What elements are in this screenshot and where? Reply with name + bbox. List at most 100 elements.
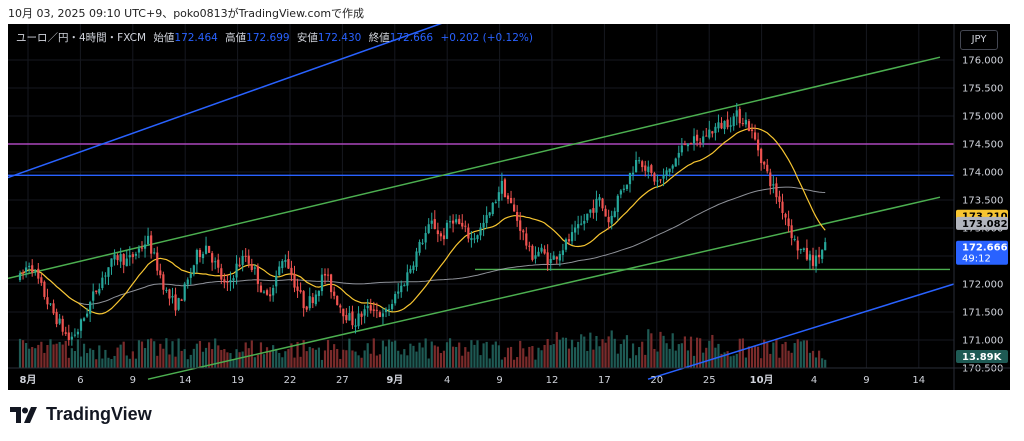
candle-body [781,201,784,213]
candle-body [46,297,49,305]
candle-body [235,263,238,278]
candle-body [296,286,299,291]
volume-bar [561,337,564,368]
candle-body [500,180,503,194]
volume-bar [323,350,327,368]
candle-body [378,312,381,318]
volume-bar [641,341,644,368]
volume-bar [314,349,317,368]
volume-bar [686,350,690,368]
volume-bar [494,341,497,368]
volume-bar [677,344,680,368]
symbol-name: ユーロ／円・4時間・FXCM [16,32,147,44]
volume-bar [67,357,70,368]
candle-body [137,248,141,253]
candle-body [409,268,412,273]
candle-body [125,258,128,267]
candle-body [531,245,534,260]
candle-body [262,291,266,293]
candle-body [195,249,198,265]
candle-body [275,275,278,287]
candle-body [778,196,781,202]
volume-bar [601,339,604,368]
chart-frame[interactable]: 176.000 175.500 175.000 174.500 174.000 173.5… [8,24,1010,390]
high-value: 172.699 [246,32,290,44]
candle-body [772,184,775,186]
price-tag [956,240,1008,265]
candle-body [805,247,808,260]
volume-bar [525,356,528,368]
candle-body [824,242,827,251]
candle-body [284,260,287,262]
symbol-legend: ユーロ／円・4時間・FXCM 始値172.464 高値172.699 安値172… [16,30,533,45]
volume-bar [668,348,671,368]
volume-bar [28,348,31,368]
candle-body [119,254,122,262]
volume-tag [956,350,1008,363]
volume-bar [470,340,473,368]
volume-bar [531,346,534,368]
candle-body [339,305,342,308]
volume-bar [574,347,577,368]
volume-bar [473,344,476,368]
candle-body [162,274,165,290]
volume-bar [528,346,531,368]
candle-body [290,267,293,276]
candle-body [583,220,586,224]
candle-body [708,129,711,138]
volume-bar [757,346,760,368]
volume-bar [421,347,424,368]
volume-bar [342,349,345,368]
volume-bar [452,346,455,368]
high-label: 高値 [225,32,247,44]
candle-body [67,332,70,341]
volume-bar [220,349,223,368]
currency-button[interactable]: JPY [960,30,998,50]
volume-bar [442,350,446,368]
volume-bar [439,352,442,368]
volume-bar [824,359,827,368]
candle-body [503,179,507,198]
volume-bar [808,352,812,368]
candle-body [686,143,690,147]
candle-body [198,249,202,258]
candle-body [790,225,793,239]
y-tick-label: 176.000 [962,56,1003,67]
candle-body [171,296,174,298]
volume-bar [366,343,369,368]
volume-bar [189,354,192,368]
volume-bar [406,355,409,368]
y-tick-label: 175.500 [962,84,1003,95]
volume-bar [732,355,735,368]
candle-body [229,280,232,283]
candle-body [204,245,208,254]
volume-bar [674,350,677,368]
volume-bar [336,349,339,368]
volume-bar [564,337,568,368]
candle-body [43,281,46,297]
candle-body [391,304,394,310]
volume-bar [320,359,324,368]
volume-bar [269,350,272,368]
slow-moving-average [19,186,826,306]
candle-body [143,244,147,249]
candle-body [412,265,415,271]
volume-bar [750,347,754,368]
candle-body [241,255,244,265]
volume-bar [607,336,610,368]
candle-body [631,172,635,175]
volume-bar [500,359,503,368]
volume-bar [735,353,738,368]
candle-body [357,313,360,327]
candle-body [659,179,662,181]
price-chart[interactable]: 176.000 175.500 175.000 174.500 174.000 173.5… [8,24,1010,390]
volume-bar [595,335,598,368]
candle-body [76,331,80,335]
candle-body [763,161,766,165]
candle-body [226,281,229,283]
brand-name: TradingView [46,404,152,424]
candle-body [619,190,622,195]
candle-body [586,213,589,221]
volume-bar [534,359,537,368]
volume-bar [723,352,726,368]
